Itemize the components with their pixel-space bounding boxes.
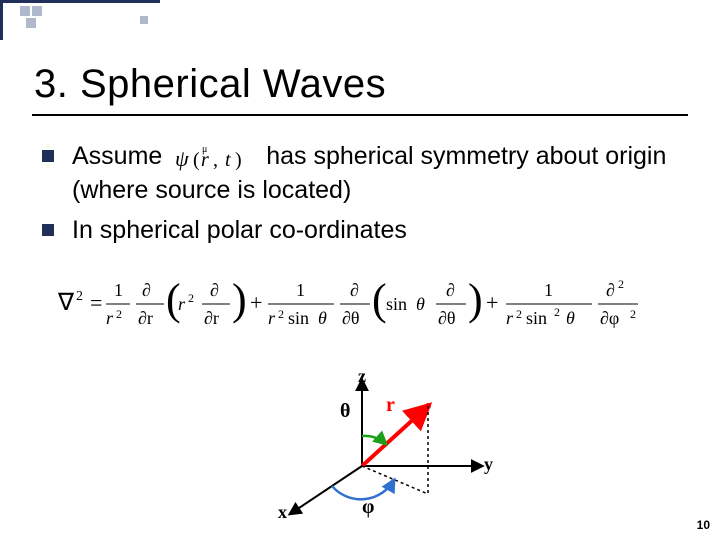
corner-squares — [20, 6, 148, 28]
t2-th: θ — [318, 308, 327, 328]
bullet-item: In spherical polar co-ordinates — [42, 214, 682, 248]
theta-arc — [362, 436, 386, 444]
psi-symbol: ψ — [175, 146, 189, 171]
bullet-item: Assume ψ ( μ r , t ) has spherical symme… — [42, 140, 682, 208]
x-axis — [290, 466, 362, 514]
term-2: 1 r 2 sin θ ∂ ∂θ ( sin θ ∂ ∂θ ) — [268, 275, 483, 328]
r-label: r — [386, 394, 395, 417]
t2-p1: ∂ — [350, 280, 359, 300]
spherical-diagram: z y x r θ φ — [268, 370, 496, 522]
bullet-text: In spherical polar co-ordinates — [72, 214, 407, 248]
t3-num: 1 — [544, 280, 553, 300]
t2-sin-in: sin — [386, 294, 407, 314]
projection-line — [362, 466, 428, 494]
bullet-pre: Assume — [72, 142, 162, 170]
psi-t: t — [225, 149, 231, 171]
corner-decoration — [0, 0, 150, 32]
bullet-text: Assume ψ ( μ r , t ) has spherical symme… — [72, 140, 682, 208]
t3-dphi2: 2 — [630, 307, 636, 321]
bullet-list: Assume ψ ( μ r , t ) has spherical symme… — [42, 140, 682, 253]
t2-r: r — [268, 308, 276, 328]
term-3: 1 r 2 sin 2 θ ∂ 2 ∂φ 2 — [506, 277, 638, 328]
plus-2: + — [486, 290, 498, 315]
phi-label: φ — [362, 496, 374, 519]
t2-dth: ∂θ — [342, 308, 360, 328]
bullet-post: has spherical symmetry about origin (whe… — [72, 142, 666, 204]
t1-num: 1 — [114, 280, 123, 300]
psi-r: r — [201, 149, 209, 171]
t1-r2: 2 — [116, 307, 122, 321]
t3-sin: sin — [526, 308, 547, 328]
t1-p2: ∂ — [210, 280, 219, 300]
t2-num: 1 — [296, 280, 305, 300]
t1-dr: ∂r — [138, 308, 153, 328]
t1-r-in: r — [178, 294, 186, 314]
nabla-sq: 2 — [76, 289, 83, 304]
rparen-2: ) — [468, 275, 483, 324]
t2-th-in: θ — [416, 294, 425, 314]
bullet-marker-icon — [42, 224, 54, 236]
laplacian-equation: ∇ 2 = 1 r 2 ∂ ∂r ( r 2 ∂ ∂r ) + 1 r 2 — [58, 266, 662, 340]
theta-label: θ — [340, 400, 350, 423]
slide-heading: 3. Spherical Waves — [34, 62, 386, 107]
nabla-symbol: ∇ — [58, 290, 75, 316]
t3-sin2: 2 — [554, 305, 560, 319]
t1-dr2: ∂r — [204, 308, 219, 328]
t3-r: r — [506, 308, 514, 328]
y-label: y — [484, 454, 493, 475]
page-number: 10 — [697, 518, 710, 532]
t3-th: θ — [566, 308, 575, 328]
plus-1: + — [250, 290, 262, 315]
rparen-1: ) — [232, 275, 247, 324]
t3-p: ∂ — [606, 280, 615, 300]
psi-close: ) — [235, 149, 242, 171]
t3-r2: 2 — [516, 307, 522, 321]
x-label: x — [278, 502, 287, 523]
t3-dphi: ∂φ — [600, 308, 619, 328]
t2-r2: 2 — [278, 307, 284, 321]
psi-comma: , — [213, 149, 218, 171]
psi-expression: ψ ( μ r , t ) — [169, 142, 259, 172]
term-1: 1 r 2 ∂ ∂r ( r 2 ∂ ∂r ) — [106, 275, 247, 328]
t1-r: r — [106, 308, 114, 328]
t1-r2-in: 2 — [188, 291, 194, 305]
t2-p2: ∂ — [446, 280, 455, 300]
t2-sin: sin — [288, 308, 309, 328]
t3-p2a: 2 — [618, 277, 624, 291]
heading-rule — [32, 114, 688, 116]
t2-dth2: ∂θ — [438, 308, 456, 328]
psi-open: ( — [193, 149, 200, 171]
lparen-2: ( — [372, 275, 387, 324]
equals-1: = — [90, 290, 102, 315]
bullet-marker-icon — [42, 150, 54, 162]
z-label: z — [358, 366, 366, 387]
t1-p1: ∂ — [142, 280, 151, 300]
